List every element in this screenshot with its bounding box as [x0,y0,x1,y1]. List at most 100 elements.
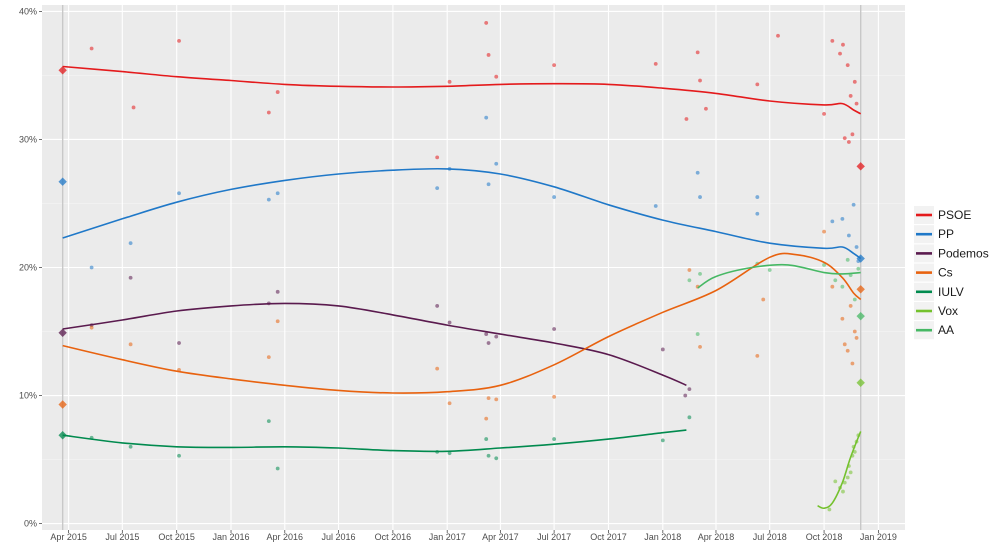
poll-point [755,82,760,87]
poll-point [852,329,857,334]
result-marker [58,177,67,186]
poll-point [687,387,692,392]
poll-point [177,341,181,345]
poll-point [851,202,856,207]
trend-line-podemos [62,302,687,387]
poll-point [852,79,857,84]
poll-point [683,393,688,398]
x-tick-label: Jan 2019 [860,532,897,542]
poll-point [275,466,280,471]
x-tick-label: Jan 2016 [212,532,249,542]
poll-point [854,336,859,340]
poll-point [854,245,859,249]
poll-point [484,416,489,421]
poll-point [838,51,842,56]
poll-point [850,361,855,366]
poll-point [552,394,557,399]
legend-label: IULV [938,285,964,299]
x-axis: Apr 2015 Jul 2015 Oct 2015 Jan 2016 Apr 2016… [50,530,897,542]
poll-point [830,38,835,43]
x-tick-label: Oct 2016 [375,532,412,542]
y-tick-label: 0% [24,519,37,529]
poll-point [845,63,850,68]
poll-point [131,105,136,110]
y-tick-label: 30% [19,134,37,144]
trend-line-psoe [62,65,862,115]
x-tick-label: Jul 2017 [537,532,571,542]
poll-point [484,21,489,25]
poll-point [841,42,845,47]
legend-label: PP [938,227,954,241]
legend-label: Podemos [938,246,989,260]
poll-point [840,216,845,221]
poll-point [830,284,835,289]
legend-label: AA [938,323,954,337]
poll-point [698,195,702,199]
trend-line-aa [697,263,861,289]
x-tick-label: Oct 2017 [590,532,627,542]
poll-point [486,182,491,187]
poll-point [755,211,760,216]
result-marker [58,431,67,440]
poll-point [486,453,491,458]
poll-point [552,195,557,199]
trend-line-iulv [62,429,687,453]
x-tick-label: Apr 2016 [267,532,304,542]
poll-point [494,74,499,79]
x-tick-label: Apr 2015 [50,532,87,542]
poll-point [552,437,557,441]
election-lines [61,5,862,530]
poll-point [852,449,857,454]
poll-point [827,507,832,512]
poll-point [435,366,440,371]
x-tick-label: Jan 2018 [644,532,681,542]
x-tick-label: Apr 2017 [482,532,519,542]
poll-point [128,275,133,280]
poll-point [695,50,700,55]
y-tick-label: 40% [19,6,37,16]
poll-point [660,438,665,443]
poll-point [776,33,780,38]
x-tick-label: Oct 2015 [158,532,195,542]
x-tick-label: Jul 2018 [753,532,787,542]
poll-point [755,195,760,199]
poll-point [840,316,845,321]
poll-point [687,415,692,420]
trend-line-pp [62,167,862,260]
poll-point [128,241,133,246]
y-axis: 0% 10% 20% 30% 40% [19,6,42,529]
poll-point [848,470,853,475]
y-tick-label: 10% [19,391,37,401]
y-tick-label: 20% [19,263,37,273]
poll-point [486,396,491,401]
poll-point [845,348,850,353]
result-marker [856,378,865,387]
poll-point [266,110,271,115]
poll-point [845,257,850,262]
poll-point [695,332,700,336]
poll-point [698,344,702,349]
poll-point [841,489,845,494]
poll-point [447,401,452,406]
poll-point [761,297,766,302]
result-marker [856,311,865,321]
result-marker [856,162,865,171]
poll-point [842,342,847,347]
poll-point [846,233,851,238]
poll-point [128,342,133,347]
poll-point [842,136,847,141]
result-marker [856,285,865,294]
election-results [58,66,865,440]
poll-point [128,444,133,449]
result-marker [856,254,865,263]
poll-point [653,62,658,66]
poll-point [89,265,94,270]
trend-line-cs [62,252,862,394]
poll-point [687,268,692,272]
poll-point [830,219,835,224]
legend-label: Vox [938,304,958,318]
poll-point [435,155,440,160]
poll-point [845,475,850,480]
poll-point [177,191,181,196]
poll-point [494,334,499,339]
